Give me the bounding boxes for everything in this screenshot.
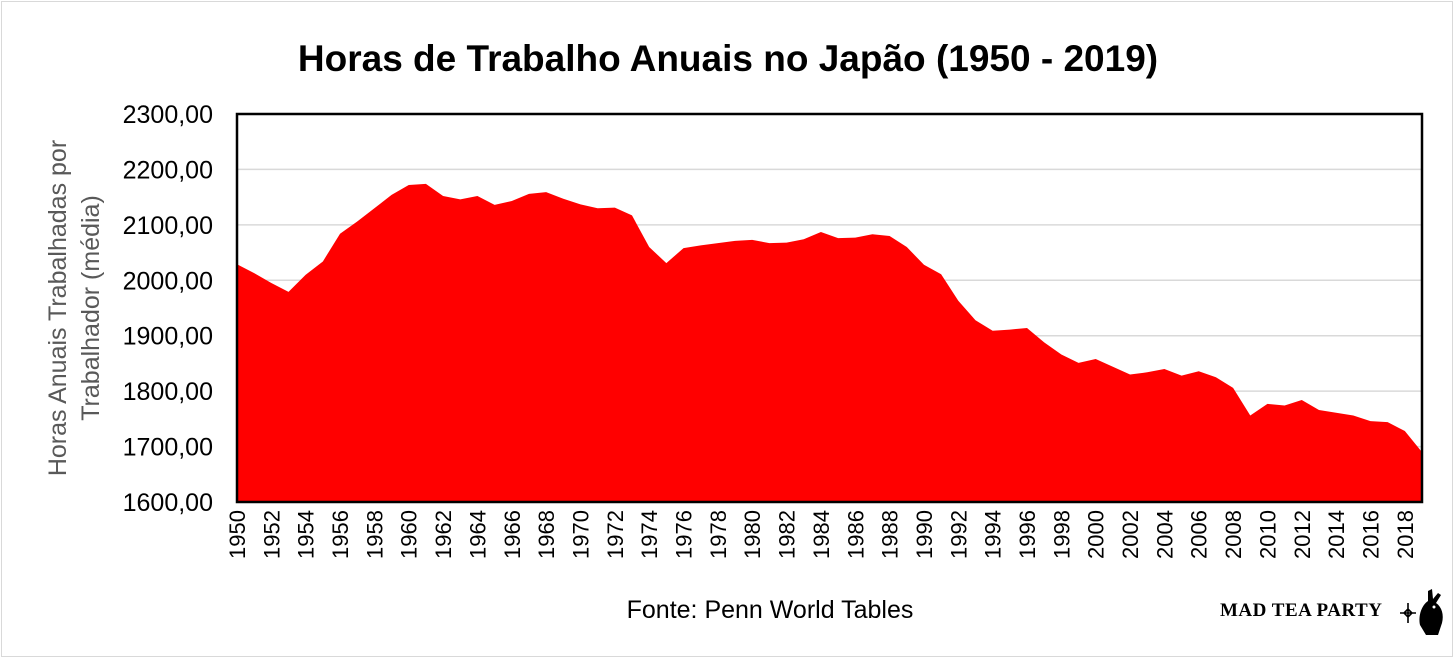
y-tick-label: 2200,00 bbox=[123, 156, 213, 184]
x-tick-label: 2006 bbox=[1187, 510, 1212, 559]
x-tick-label: 2004 bbox=[1152, 510, 1177, 559]
x-tick-label: 1954 bbox=[294, 510, 319, 559]
y-tick-label: 2100,00 bbox=[123, 212, 213, 240]
x-tick-label: 1964 bbox=[465, 510, 490, 559]
y-tick-label: 1700,00 bbox=[123, 434, 213, 462]
rabbit-logo-icon bbox=[1400, 589, 1443, 635]
y-tick-label: 1800,00 bbox=[123, 378, 213, 406]
x-tick-label: 1956 bbox=[328, 510, 353, 559]
x-tick-label: 1968 bbox=[534, 510, 559, 559]
x-tick-label: 2016 bbox=[1358, 510, 1383, 559]
x-tick-label: 1988 bbox=[878, 510, 903, 559]
x-tick-label: 1978 bbox=[706, 510, 731, 559]
y-tick-label: 1900,00 bbox=[123, 323, 213, 351]
x-tick-label: 2010 bbox=[1255, 510, 1280, 559]
x-tick-label: 1962 bbox=[431, 510, 456, 559]
x-tick-label: 2008 bbox=[1221, 510, 1246, 559]
x-tick-label: 1952 bbox=[259, 510, 284, 559]
x-tick-label: 1960 bbox=[397, 510, 422, 559]
chart-title: Horas de Trabalho Anuais no Japão (1950 … bbox=[297, 38, 1159, 79]
x-tick-label: 2002 bbox=[1118, 510, 1143, 559]
x-tick-label: 1984 bbox=[809, 510, 834, 559]
x-tick-label: 1970 bbox=[568, 510, 593, 559]
y-tick-label: 2300,00 bbox=[123, 101, 213, 129]
x-tick-label: 1972 bbox=[603, 510, 628, 559]
y-tick-labels: 1600,00 1700,00 1800,00 1900,00 2000,00 2100,… bbox=[123, 101, 213, 517]
x-tick-label: 2014 bbox=[1324, 510, 1349, 559]
x-tick-label: 1980 bbox=[740, 510, 765, 559]
x-tick-label: 1974 bbox=[637, 510, 662, 559]
x-tick-label: 1992 bbox=[946, 510, 971, 559]
x-tick-label: 2012 bbox=[1290, 510, 1315, 559]
x-tick-label: 2000 bbox=[1084, 510, 1109, 559]
x-tick-labels: 1950 1952 1954 1956 1958 1960 1962 1964 1966 1968… bbox=[225, 510, 1418, 559]
x-tick-label: 1998 bbox=[1049, 510, 1074, 559]
x-tick-label: 1990 bbox=[912, 510, 937, 559]
plot-area-border bbox=[235, 112, 1424, 504]
x-tick-label: 1982 bbox=[775, 510, 800, 559]
x-tick-label: 1966 bbox=[500, 510, 525, 559]
x-tick-label: 1976 bbox=[672, 510, 697, 559]
x-tick-label: 1986 bbox=[843, 510, 868, 559]
area-series-hours bbox=[237, 183, 1422, 502]
x-tick-label: 2018 bbox=[1393, 510, 1418, 559]
source-note: Fonte: Penn World Tables bbox=[626, 596, 914, 624]
y-tick-label: 2000,00 bbox=[123, 267, 213, 295]
x-tick-label: 1994 bbox=[981, 510, 1006, 559]
x-tick-label: 1950 bbox=[225, 510, 250, 559]
x-tick-label: 1958 bbox=[362, 510, 387, 559]
y-tick-label: 1600,00 bbox=[123, 489, 213, 517]
x-tick-label: 1996 bbox=[1015, 510, 1040, 559]
brand-logo-text: MAD TEA PARTY bbox=[1220, 600, 1383, 621]
